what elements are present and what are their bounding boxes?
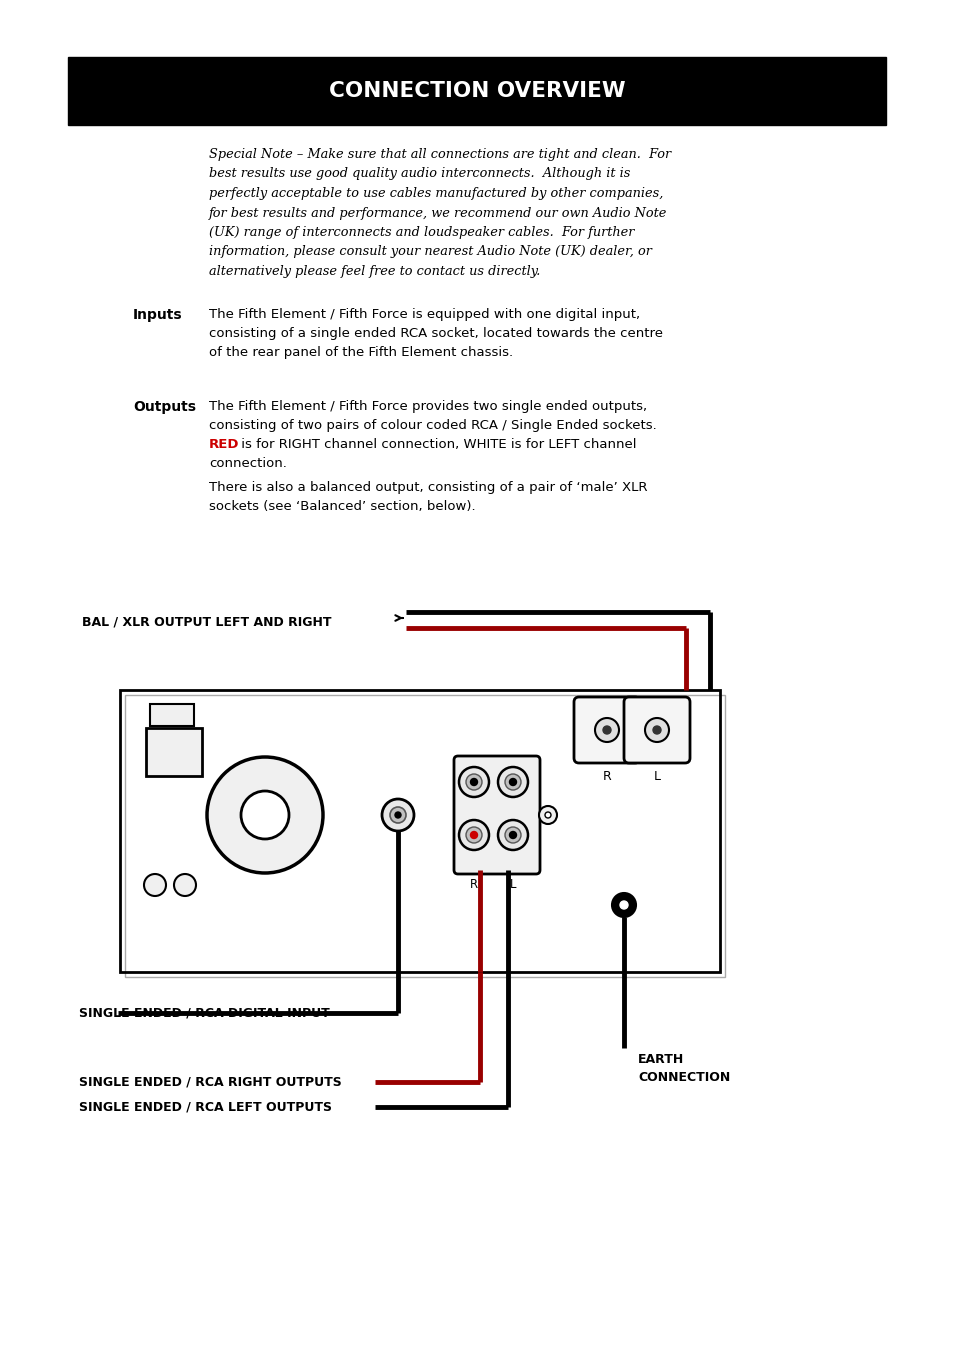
Text: best results use good quality audio interconnects.  Although it is: best results use good quality audio inte… bbox=[209, 167, 630, 181]
Text: for best results and performance, we recommend our own Audio Note: for best results and performance, we rec… bbox=[209, 207, 667, 220]
FancyBboxPatch shape bbox=[623, 697, 689, 763]
Text: of the rear panel of the Fifth Element chassis.: of the rear panel of the Fifth Element c… bbox=[209, 346, 513, 359]
Circle shape bbox=[595, 718, 618, 743]
Circle shape bbox=[395, 811, 400, 818]
Circle shape bbox=[465, 774, 481, 790]
Circle shape bbox=[241, 791, 289, 838]
Bar bbox=[125, 695, 724, 977]
Circle shape bbox=[470, 779, 477, 786]
Text: SINGLE ENDED / RCA DIGITAL INPUT: SINGLE ENDED / RCA DIGITAL INPUT bbox=[79, 1007, 330, 1019]
Bar bbox=[120, 690, 720, 972]
Text: consisting of two pairs of colour coded RCA / Single Ended sockets.: consisting of two pairs of colour coded … bbox=[209, 418, 656, 432]
Circle shape bbox=[602, 726, 610, 734]
FancyBboxPatch shape bbox=[574, 697, 639, 763]
Circle shape bbox=[644, 718, 668, 743]
Text: EARTH: EARTH bbox=[638, 1053, 683, 1066]
Text: SINGLE ENDED / RCA LEFT OUTPUTS: SINGLE ENDED / RCA LEFT OUTPUTS bbox=[79, 1100, 332, 1114]
Text: Special Note – Make sure that all connections are tight and clean.  For: Special Note – Make sure that all connec… bbox=[209, 148, 670, 161]
Text: R: R bbox=[470, 878, 477, 891]
Text: alternatively please feel free to contact us directly.: alternatively please feel free to contac… bbox=[209, 265, 539, 278]
Text: Inputs: Inputs bbox=[132, 308, 182, 323]
Circle shape bbox=[652, 726, 660, 734]
Text: Outputs: Outputs bbox=[132, 400, 195, 414]
Text: information, please consult your nearest Audio Note (UK) dealer, or: information, please consult your nearest… bbox=[209, 246, 651, 258]
Text: L: L bbox=[653, 769, 659, 783]
Circle shape bbox=[612, 892, 636, 917]
Circle shape bbox=[458, 819, 489, 850]
Text: connection.: connection. bbox=[209, 458, 287, 470]
Text: CONNECTION: CONNECTION bbox=[638, 1071, 729, 1084]
Circle shape bbox=[173, 873, 195, 896]
Text: BAL / XLR OUTPUT LEFT AND RIGHT: BAL / XLR OUTPUT LEFT AND RIGHT bbox=[82, 616, 331, 629]
Circle shape bbox=[538, 806, 557, 824]
Bar bbox=[68, 57, 885, 126]
Circle shape bbox=[504, 828, 520, 842]
Text: consisting of a single ended RCA socket, located towards the centre: consisting of a single ended RCA socket,… bbox=[209, 327, 662, 340]
Bar bbox=[150, 703, 193, 726]
Text: R: R bbox=[602, 769, 611, 783]
Text: The Fifth Element / Fifth Force is equipped with one digital input,: The Fifth Element / Fifth Force is equip… bbox=[209, 308, 639, 321]
Text: o —: o — bbox=[157, 710, 175, 720]
Text: CONNECTION OVERVIEW: CONNECTION OVERVIEW bbox=[329, 81, 624, 101]
Circle shape bbox=[390, 807, 406, 824]
Circle shape bbox=[619, 900, 627, 909]
Text: sockets (see ‘Balanced’ section, below).: sockets (see ‘Balanced’ section, below). bbox=[209, 500, 476, 513]
Circle shape bbox=[465, 828, 481, 842]
Circle shape bbox=[544, 811, 551, 818]
Circle shape bbox=[458, 767, 489, 796]
Circle shape bbox=[509, 832, 516, 838]
Text: is for RIGHT channel connection, WHITE is for LEFT channel: is for RIGHT channel connection, WHITE i… bbox=[236, 437, 636, 451]
Circle shape bbox=[144, 873, 166, 896]
Text: L: L bbox=[509, 878, 516, 891]
Text: SINGLE ENDED / RCA RIGHT OUTPUTS: SINGLE ENDED / RCA RIGHT OUTPUTS bbox=[79, 1076, 341, 1088]
Text: There is also a balanced output, consisting of a pair of ‘male’ XLR: There is also a balanced output, consist… bbox=[209, 481, 647, 494]
FancyBboxPatch shape bbox=[454, 756, 539, 873]
FancyBboxPatch shape bbox=[146, 728, 202, 776]
Circle shape bbox=[207, 757, 323, 873]
Text: (UK) range of interconnects and loudspeaker cables.  For further: (UK) range of interconnects and loudspea… bbox=[209, 225, 634, 239]
Circle shape bbox=[504, 774, 520, 790]
Circle shape bbox=[497, 819, 527, 850]
Text: The Fifth Element / Fifth Force provides two single ended outputs,: The Fifth Element / Fifth Force provides… bbox=[209, 400, 646, 413]
Text: RED: RED bbox=[209, 437, 239, 451]
Circle shape bbox=[497, 767, 527, 796]
Text: perfectly acceptable to use cables manufactured by other companies,: perfectly acceptable to use cables manuf… bbox=[209, 188, 662, 200]
Circle shape bbox=[509, 779, 516, 786]
Circle shape bbox=[381, 799, 414, 832]
Circle shape bbox=[470, 832, 477, 838]
